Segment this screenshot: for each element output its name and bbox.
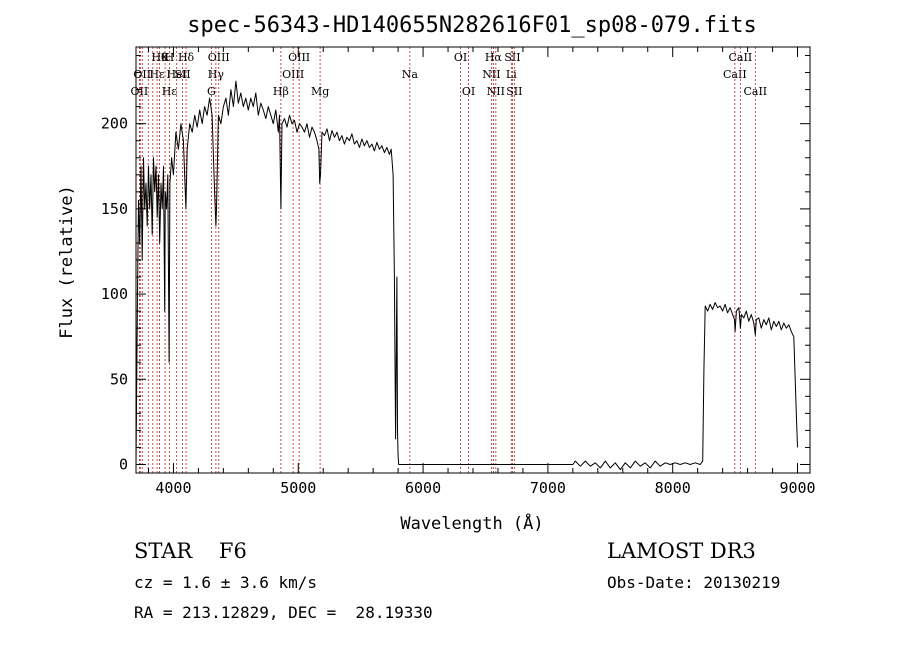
line-label-13-0: Hγ (208, 68, 225, 81)
x-tick-label: 4000 (155, 479, 191, 497)
chart-title: spec-56343-HD140655N282616F01_sp08-079.f… (187, 13, 757, 38)
line-label-10-0: SII (174, 68, 190, 81)
line-label-25-0: Li (506, 68, 517, 81)
x-tick-label: 8000 (655, 479, 691, 497)
spectrum-series-0 (135, 80, 798, 471)
line-label-19-0: Na (402, 68, 419, 81)
y-tick-label: 150 (101, 200, 128, 218)
y-tick-label: 50 (110, 370, 128, 388)
redshift-cz: cz = 1.6 ± 3.6 km/s (134, 573, 318, 592)
line-label-5-0: Hε (149, 68, 165, 81)
ra-dec: RA = 213.12829, DEC = 28.19330 (134, 603, 433, 622)
x-tick-label: 5000 (280, 479, 316, 497)
plot-series (135, 80, 798, 471)
line-label-24-0: NII (487, 85, 505, 98)
line-label-15-0: Hβ (273, 85, 289, 98)
x-tick-label: 6000 (405, 479, 441, 497)
line-label-30-0: CaII (743, 85, 767, 98)
line-label-27-0: SII (506, 85, 522, 98)
plot-frame (135, 46, 811, 474)
line-label-14-0: OIII (208, 51, 230, 64)
line-label-21-0: OI (462, 85, 475, 98)
x-axis-label: Wavelength (Å) (400, 512, 543, 534)
line-label-7-0: K (161, 51, 170, 64)
line-label-2-0: OII (133, 68, 151, 81)
x-axis: 4000 5000 6000 7000 8000 9000 (147, 47, 816, 497)
line-label-28-0: CaII (723, 68, 747, 81)
line-label-8-1: Hε (162, 85, 178, 98)
line-label-18-0: Mg (311, 85, 329, 98)
y-tick-label: 200 (101, 115, 128, 133)
line-label-29-0: CaII (729, 51, 753, 64)
object-class: STAR F6 (134, 539, 247, 563)
x-tick-label: 7000 (530, 479, 566, 497)
line-label-9-0: HeI (166, 68, 186, 81)
spectral-line-markers: OIIOIIHεHθKHHεHeISIIHδGHγOIIIHβOIIIOIIIM… (131, 47, 767, 473)
line-label-11-0: Hδ (178, 51, 195, 64)
y-axis: 0 50 100 150 200 (101, 55, 810, 473)
line-label-6-0: Hθ (151, 51, 168, 64)
line-label-17-0: OIII (288, 51, 310, 64)
x-tick-label: 9000 (779, 479, 815, 497)
line-label-26-0: SII (504, 51, 520, 64)
line-label-16-0: OIII (282, 68, 304, 81)
line-label-0-0: OII (131, 85, 149, 98)
survey-name: LAMOST DR3 (607, 539, 756, 563)
y-axis-label: Flux (relative) (57, 185, 77, 339)
y-tick-label: 100 (101, 285, 128, 303)
line-label-12-0: G (207, 85, 216, 98)
line-label-22-0: NII (482, 68, 500, 81)
line-label-20-0: OI (454, 51, 467, 64)
line-label-23-0: Hα (485, 51, 503, 64)
line-label-8-0: H (165, 51, 175, 64)
obs-date: Obs-Date: 20130219 (607, 573, 781, 592)
y-tick-label: 0 (119, 455, 128, 473)
